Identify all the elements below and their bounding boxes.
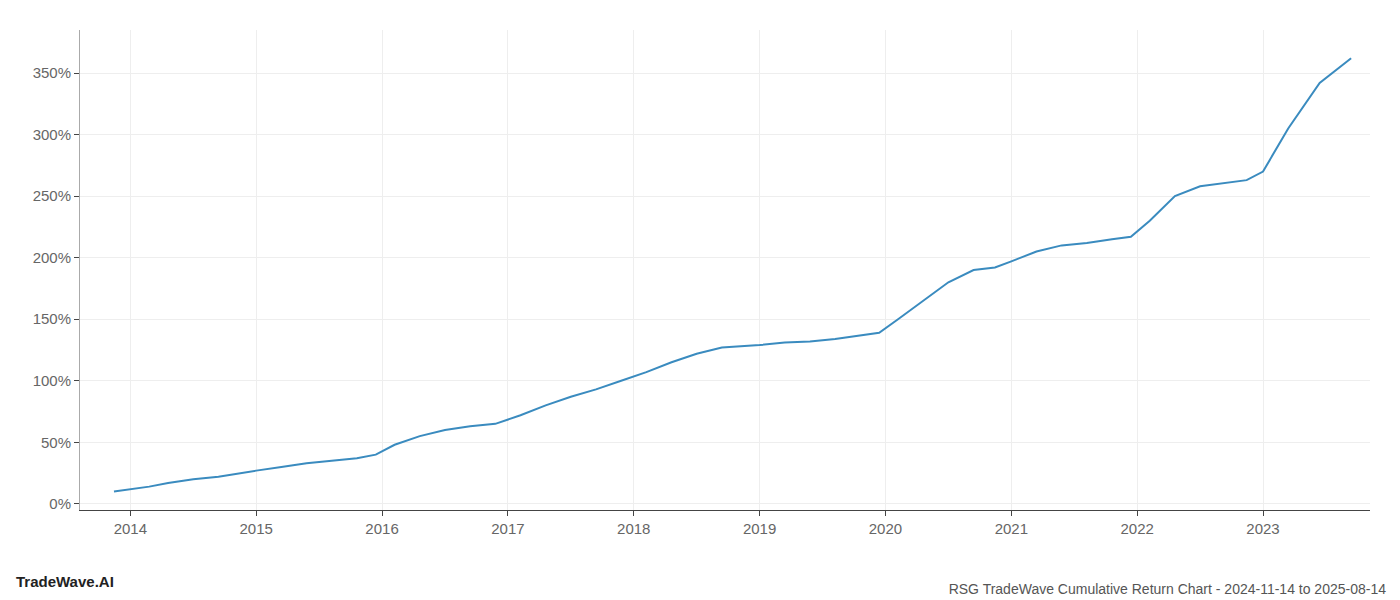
svg-text:2022: 2022 — [1120, 520, 1153, 537]
svg-text:300%: 300% — [33, 126, 71, 143]
svg-text:150%: 150% — [33, 310, 71, 327]
svg-text:2017: 2017 — [491, 520, 524, 537]
svg-text:200%: 200% — [33, 249, 71, 266]
svg-text:2016: 2016 — [365, 520, 398, 537]
svg-text:100%: 100% — [33, 372, 71, 389]
svg-text:2023: 2023 — [1246, 520, 1279, 537]
svg-text:2020: 2020 — [869, 520, 902, 537]
svg-text:2015: 2015 — [240, 520, 273, 537]
svg-text:TradeWave.AI: TradeWave.AI — [16, 573, 114, 590]
svg-text:250%: 250% — [33, 187, 71, 204]
svg-text:RSG TradeWave Cumulative Retur: RSG TradeWave Cumulative Return Chart - … — [949, 581, 1387, 597]
svg-text:2014: 2014 — [114, 520, 147, 537]
svg-text:2021: 2021 — [995, 520, 1028, 537]
svg-text:2019: 2019 — [743, 520, 776, 537]
svg-text:350%: 350% — [33, 64, 71, 81]
svg-text:2018: 2018 — [617, 520, 650, 537]
svg-text:50%: 50% — [41, 434, 71, 451]
svg-text:0%: 0% — [49, 495, 71, 512]
